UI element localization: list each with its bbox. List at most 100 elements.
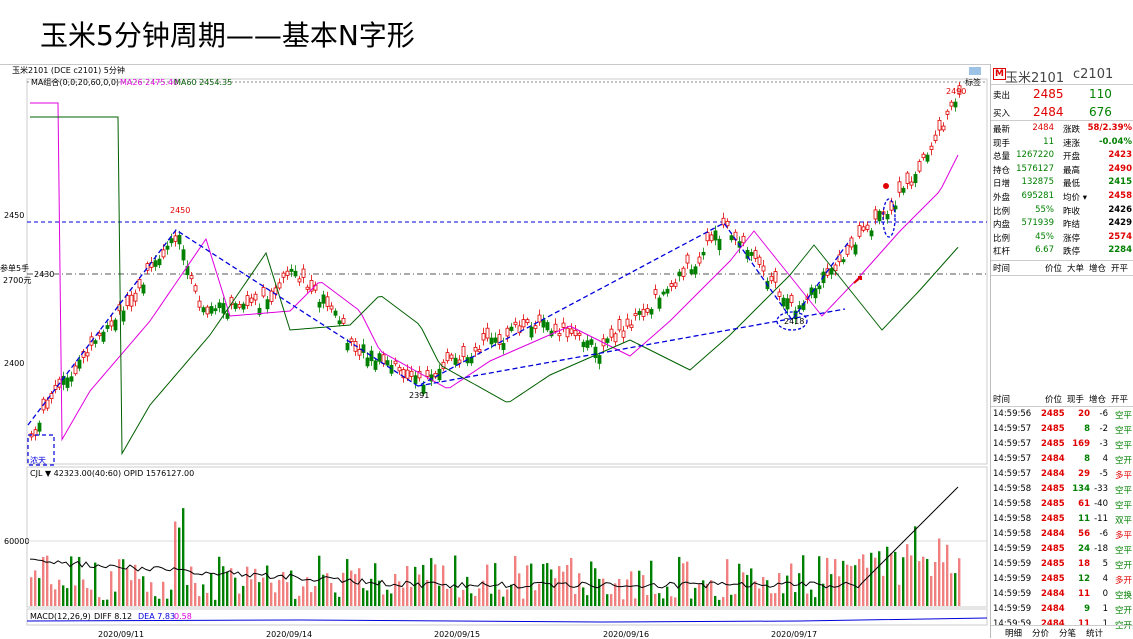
ma26-line [30, 102, 959, 442]
volume-bar [350, 570, 353, 606]
volume-bar [46, 555, 49, 606]
tick-row[interactable]: 14:59:59 2485 12 4 多开 [993, 574, 1132, 586]
volume-bar [646, 595, 649, 606]
volume-bar [586, 595, 589, 606]
candle-body [693, 266, 698, 275]
candle-body [589, 339, 594, 345]
macd-dea: DEA 7.83 [138, 612, 175, 621]
label-low-right: 2418 [784, 317, 804, 326]
bid-row[interactable]: 买入 2484 676 [991, 104, 1133, 121]
candle-body [253, 293, 258, 301]
candle-body [577, 332, 582, 336]
tick-row[interactable]: 14:59:58 2485 11 -11 双平 [993, 514, 1132, 526]
candle-body [497, 334, 502, 345]
volume-bar [278, 579, 281, 606]
tick-row[interactable]: 14:59:58 2484 56 -6 多平 [993, 529, 1132, 541]
volume-bar [226, 571, 229, 606]
panel-tab[interactable]: 统计 [1086, 629, 1104, 639]
candle-body [369, 350, 374, 362]
candle-body [829, 268, 834, 275]
panel-tabs[interactable]: 明细 分价 分笔 统计 [991, 625, 1133, 639]
candle-body [345, 342, 350, 351]
ask-price: 2485 [1033, 87, 1064, 101]
volume-bar [682, 563, 685, 606]
volume-bar [678, 556, 681, 606]
volume-bar [398, 581, 401, 606]
panel-tab[interactable]: 分笔 [1059, 629, 1077, 639]
volume-bar [662, 598, 665, 606]
volume-bar [498, 589, 501, 606]
panel-tab[interactable]: 明细 [1005, 629, 1023, 639]
panel-tab[interactable]: 分价 [1032, 629, 1050, 639]
volume-bar [418, 574, 421, 606]
tick-row[interactable]: 14:59:56 2485 20 -6 空平 [993, 409, 1132, 421]
tick-row[interactable]: 14:59:59 2484 9 1 空开 [993, 604, 1132, 616]
candle-body [437, 368, 442, 381]
candle-body [653, 289, 658, 295]
candle-body [609, 328, 614, 338]
tick-row[interactable]: 14:59:57 2484 29 -5 多平 [993, 469, 1132, 481]
candle-body [377, 353, 382, 362]
quote-row: 杠杆 6.67 跌停 2284 [993, 245, 1132, 258]
candle-body [153, 260, 158, 267]
tick-row[interactable]: 14:59:57 2485 8 -2 空平 [993, 424, 1132, 436]
candle-body [705, 232, 710, 242]
candle-body [681, 267, 686, 277]
volume-bar [926, 558, 929, 606]
quote-row: 最新 2484 涨跌 58/2.39% [993, 123, 1132, 135]
candle-body [505, 327, 510, 337]
candle-body [473, 346, 478, 352]
volume-bar [258, 582, 261, 606]
candle-body [157, 258, 162, 266]
volume-bar [958, 558, 961, 606]
candle-body [725, 220, 730, 227]
candle-body [113, 319, 118, 331]
candle-body [409, 370, 414, 377]
bid-label: 买入 [993, 109, 1011, 119]
volume-bar [526, 565, 529, 606]
tick-row[interactable]: 14:59:57 2484 8 4 空开 [993, 454, 1132, 466]
candle-body [641, 308, 646, 317]
candle-body [597, 355, 602, 364]
volume-bar [938, 538, 941, 606]
chart-canvas[interactable]: 玉米2101 (DCE c2101) 5分钟 MA组合(0,0,20,60,0,… [0, 65, 990, 639]
candle-body [713, 230, 718, 241]
volume-bar [122, 559, 125, 606]
candle-body [773, 271, 778, 283]
volume-tick-60000: 60000 [4, 537, 29, 546]
tick-row[interactable]: 14:59:59 2484 11 1 空开 [993, 619, 1132, 631]
volume-bar [406, 566, 409, 606]
volume-bar [322, 574, 325, 606]
candle-body [137, 278, 142, 289]
volume-bar [818, 556, 821, 606]
tick-row[interactable]: 14:59:58 2485 61 -40 空平 [993, 499, 1132, 511]
volume-bar [98, 597, 101, 606]
volume-bar [306, 577, 309, 606]
tick-row[interactable]: 14:59:59 2484 11 0 空换 [993, 589, 1132, 601]
toolbar-icon[interactable] [969, 67, 981, 75]
y-tick-2450: 2450 [4, 211, 24, 220]
tick-row[interactable]: 14:59:59 2485 24 -18 空平 [993, 544, 1132, 556]
volume-bar [690, 598, 693, 606]
slide-title: 玉米5分钟周期——基本N字形 [40, 19, 415, 52]
kline-chart[interactable]: 玉米2101 (DCE c2101) 5分钟 MA组合(0,0,20,60,0,… [0, 64, 990, 639]
volume-bar [566, 565, 569, 606]
red-arrow-icon [853, 276, 862, 284]
volume-bar [130, 580, 133, 606]
tick-row[interactable]: 14:59:57 2485 169 -3 空平 [993, 439, 1132, 451]
volume-bar [506, 589, 509, 606]
volume-bar [34, 570, 37, 606]
candle-body [233, 303, 238, 309]
volume-bar [318, 555, 321, 606]
candle-body [849, 237, 854, 248]
tick-row[interactable]: 14:59:59 2485 18 5 空开 [993, 559, 1132, 571]
tick-row[interactable]: 14:59:58 2485 134 -33 空平 [993, 484, 1132, 496]
volume-bar [582, 587, 585, 606]
candle-body [937, 119, 942, 131]
candle-body [145, 263, 150, 271]
macd-pane-border [26, 608, 988, 626]
volume-bar [330, 582, 333, 606]
macd-diff: DIFF 8.12 [94, 612, 132, 621]
ask-row[interactable]: 卖出 2485 110 [991, 86, 1133, 102]
volume-bar [886, 546, 889, 606]
